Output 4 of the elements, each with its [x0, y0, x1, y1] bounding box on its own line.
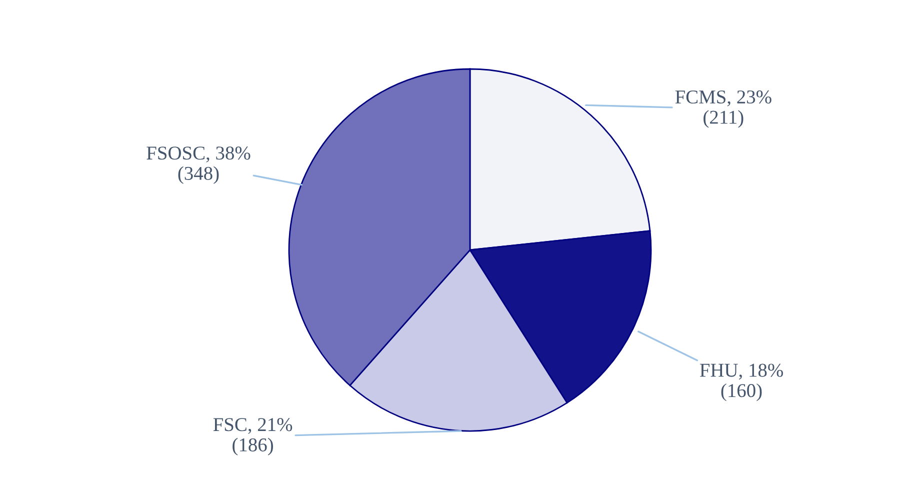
slice-label: FCMS, 23% (211): [675, 90, 772, 128]
slice-label: FSC, 21% (186): [213, 418, 292, 456]
slice-label: FSOSC, 38% (348): [146, 146, 250, 184]
slice-label: FHU, 18% (160): [700, 364, 783, 402]
